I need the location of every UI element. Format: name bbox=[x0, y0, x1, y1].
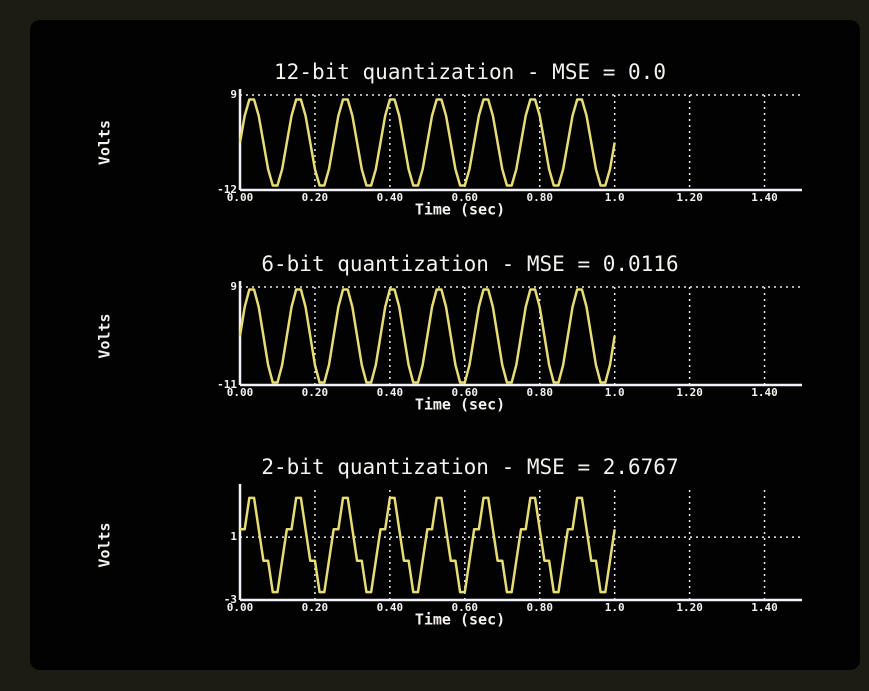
x-tick-label: 1.20 bbox=[676, 386, 703, 399]
y-axis-label: Volts bbox=[96, 313, 114, 358]
y-tick-label: -12 bbox=[217, 183, 237, 196]
y-tick-label: -11 bbox=[217, 378, 237, 391]
x-tick-label: 0.80 bbox=[526, 386, 553, 399]
y-tick-label: 9 bbox=[230, 88, 237, 101]
crt-screen bbox=[30, 20, 860, 670]
x-tick-label: 1.20 bbox=[676, 191, 703, 204]
x-tick-label: 0.00 bbox=[227, 601, 254, 614]
chart-title: 12-bit quantization - MSE = 0.0 bbox=[274, 60, 666, 84]
x-axis-label: Time (sec) bbox=[415, 396, 505, 414]
y-tick-label: -3 bbox=[224, 593, 237, 606]
y-axis-label: Volts bbox=[96, 522, 114, 567]
x-tick-label: 0.40 bbox=[377, 601, 404, 614]
x-tick-label: 0.80 bbox=[526, 601, 553, 614]
y-tick-label: 1 bbox=[230, 530, 237, 543]
x-tick-label: 0.60 bbox=[452, 386, 479, 399]
x-tick-label: 0.00 bbox=[227, 386, 254, 399]
x-tick-label: 0.20 bbox=[302, 601, 329, 614]
x-tick-label: 0.20 bbox=[302, 386, 329, 399]
chart-title: 6-bit quantization - MSE = 0.0116 bbox=[261, 252, 678, 276]
x-axis-label: Time (sec) bbox=[415, 201, 505, 219]
x-tick-label: 1.40 bbox=[751, 191, 778, 204]
x-tick-label: 0.20 bbox=[302, 191, 329, 204]
x-tick-label: 1.0 bbox=[605, 191, 625, 204]
x-tick-label: 1.40 bbox=[751, 386, 778, 399]
chart-title: 2-bit quantization - MSE = 2.6767 bbox=[261, 455, 678, 479]
x-tick-label: 0.60 bbox=[452, 601, 479, 614]
x-tick-label: 1.20 bbox=[676, 601, 703, 614]
x-axis-label: Time (sec) bbox=[415, 611, 505, 629]
data-line bbox=[238, 98, 616, 187]
data-line bbox=[240, 496, 616, 594]
x-tick-label: 1.0 bbox=[605, 601, 625, 614]
y-axis-label: Volts bbox=[96, 120, 114, 165]
data-line bbox=[238, 288, 616, 384]
y-tick-label: 9 bbox=[230, 280, 237, 293]
x-tick-label: 0.00 bbox=[227, 191, 254, 204]
x-tick-label: 1.0 bbox=[605, 386, 625, 399]
x-tick-label: 0.40 bbox=[377, 191, 404, 204]
x-tick-label: 0.60 bbox=[452, 191, 479, 204]
x-tick-label: 1.40 bbox=[751, 601, 778, 614]
x-tick-label: 0.40 bbox=[377, 386, 404, 399]
x-tick-label: 0.80 bbox=[526, 191, 553, 204]
